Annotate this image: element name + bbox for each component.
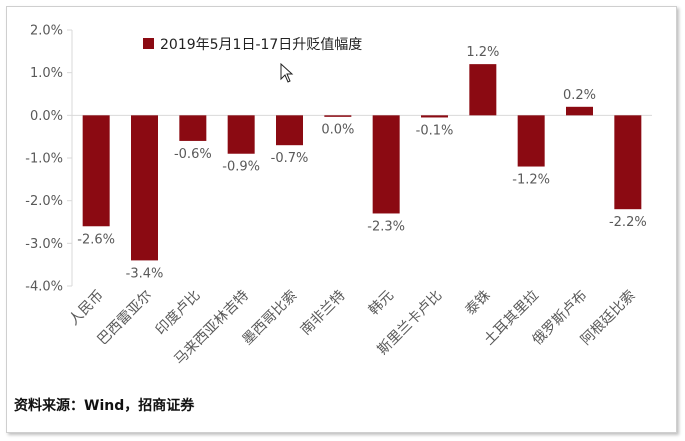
bar	[421, 115, 448, 118]
data-label: -2.6%	[77, 232, 115, 247]
bar	[469, 64, 497, 116]
data-label: -3.4%	[126, 266, 164, 281]
data-label: -0.9%	[222, 160, 260, 175]
bar	[372, 115, 400, 214]
bar	[614, 115, 642, 210]
legend: 2019年5月1日-17日升贬值幅度	[143, 37, 362, 53]
data-label: -0.7%	[271, 151, 309, 166]
data-label: 0.2%	[563, 88, 596, 103]
legend-label: 2019年5月1日-17日升贬值幅度	[160, 37, 362, 53]
y-tick-label: 2.0%	[30, 24, 63, 39]
data-label: -2.3%	[367, 219, 405, 234]
data-label: -0.6%	[174, 147, 212, 162]
data-label: 1.2%	[466, 45, 499, 60]
data-label: -1.2%	[512, 173, 550, 188]
arrow-cursor-icon	[280, 63, 294, 83]
legend-swatch	[143, 38, 154, 49]
x-category-label: 人民币	[66, 288, 107, 329]
y-axis: 2.0% 1.0% 0.0% -1.0% -2.0% -3.0% -4.0%	[25, 24, 652, 295]
x-category-label: 韩元	[366, 288, 397, 319]
bar	[131, 115, 158, 261]
bar	[276, 115, 303, 146]
x-category-label: 南非兰特	[298, 288, 349, 339]
data-label: -2.2%	[609, 215, 647, 230]
chart-frame	[6, 6, 677, 433]
y-tick-label: -2.0%	[25, 194, 63, 209]
bar	[517, 115, 545, 167]
data-labels: -2.6% -3.4% -0.6% -0.9% -0.7% 0.0% -2.3% -0.1% 1…	[77, 45, 646, 281]
y-tick-label: 1.0%	[30, 66, 63, 81]
y-tick-label: 0.0%	[30, 109, 63, 124]
source-note: 资料来源：Wind，招商证券	[14, 398, 195, 414]
bar	[227, 115, 255, 154]
bar	[179, 115, 207, 141]
x-category-label: 泰铢	[463, 288, 494, 319]
y-tick-label: -3.0%	[25, 237, 63, 252]
bar	[566, 106, 593, 116]
bars	[82, 64, 642, 261]
y-tick-label: -4.0%	[25, 280, 63, 295]
data-label: 0.0%	[321, 123, 354, 138]
bar	[82, 115, 110, 227]
data-label: -0.1%	[416, 123, 454, 138]
bar	[324, 115, 352, 117]
y-tick-label: -1.0%	[25, 152, 63, 167]
